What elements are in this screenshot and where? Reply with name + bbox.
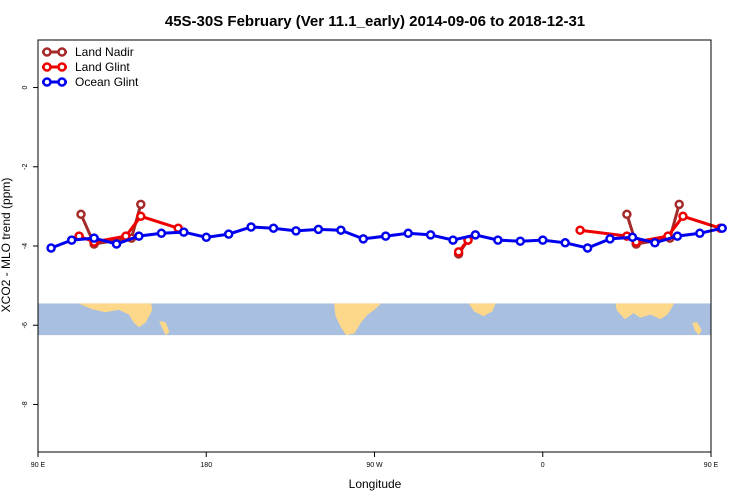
legend-label: Ocean Glint — [75, 75, 139, 89]
map-land-shape — [334, 303, 382, 336]
data-point — [622, 209, 632, 220]
x-tick-label: 90 E — [704, 462, 719, 469]
x-tick-label: 0 — [541, 462, 545, 469]
map-land-shape — [615, 303, 674, 320]
y-tick-label: -6 — [22, 322, 29, 328]
y-tick-label: -8 — [22, 401, 29, 407]
data-point — [403, 228, 413, 239]
data-point — [674, 199, 684, 210]
y-axis: 0 -2 -4 -6 -8 — [22, 85, 38, 408]
data-point — [179, 227, 189, 237]
data-point — [268, 223, 279, 233]
data-point — [66, 235, 77, 245]
data-point — [493, 235, 503, 245]
data-point — [380, 231, 391, 241]
data-point — [136, 199, 146, 210]
y-tick-label: 0 — [22, 85, 29, 89]
x-axis: 90 E 180 90 W 0 90 E — [31, 452, 719, 469]
data-point — [291, 226, 301, 236]
map-land-shape — [159, 320, 170, 336]
data-point — [582, 243, 593, 253]
data-point — [89, 233, 99, 243]
y-axis-label: XCO2 - MLO trend (ppm) — [0, 178, 13, 313]
data-point — [678, 211, 688, 222]
data-point — [627, 232, 638, 243]
legend-marker — [42, 47, 52, 57]
map-land-shape — [78, 303, 153, 328]
y-tick-label: -4 — [22, 243, 29, 249]
data-point — [76, 209, 86, 220]
data-point — [448, 235, 458, 245]
data-point — [425, 230, 436, 240]
data-point — [453, 247, 464, 257]
data-point — [575, 225, 585, 235]
map-land-shape — [692, 322, 702, 336]
legend-marker — [42, 62, 52, 72]
legend-label: Land Glint — [75, 60, 130, 74]
map-land — [78, 303, 702, 336]
data-point — [605, 234, 615, 244]
data-point — [313, 224, 324, 235]
legend-marker — [57, 47, 67, 57]
x-tick-label: 180 — [200, 462, 212, 469]
legend-marker — [57, 62, 67, 72]
data-point — [515, 236, 526, 246]
data-point — [111, 239, 122, 249]
data-point — [223, 229, 234, 239]
plot-frame — [37, 39, 712, 453]
series-ocean-glint — [46, 222, 727, 253]
data-point — [560, 238, 570, 248]
legend-marker — [57, 77, 67, 87]
data-point — [717, 223, 727, 233]
x-axis-label: Longitude — [349, 477, 402, 491]
data-point — [470, 230, 481, 240]
data-point — [156, 228, 167, 239]
chart-title: 45S-30S February (Ver 11.1_early) 2014-0… — [165, 13, 585, 30]
data-point — [336, 225, 346, 235]
data-point — [134, 231, 144, 241]
data-point — [246, 222, 256, 232]
data-point — [358, 234, 369, 244]
data-point — [46, 243, 56, 253]
x-tick-label: 90 W — [366, 462, 383, 469]
legend-marker — [42, 77, 52, 87]
data-point — [136, 211, 146, 222]
data-point — [538, 235, 548, 245]
map-land-shape — [468, 303, 496, 317]
legend-label: Land Nadir — [75, 45, 134, 59]
x-tick-label: 90 E — [31, 462, 46, 469]
map-band — [38, 303, 711, 336]
y-tick-label: -2 — [22, 164, 29, 170]
data-point — [695, 228, 705, 239]
data-point — [201, 232, 212, 243]
data-point — [650, 238, 660, 248]
data-point — [672, 231, 683, 241]
series-layer — [46, 199, 727, 259]
